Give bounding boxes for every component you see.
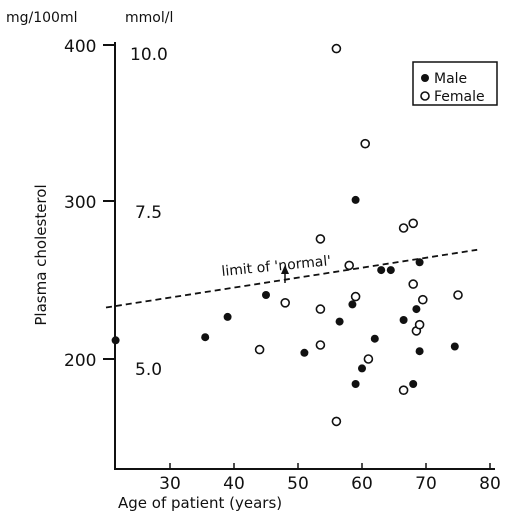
female-point-18	[417, 294, 428, 305]
male-point-12	[377, 266, 386, 275]
x-tick-30: 30	[159, 463, 181, 494]
male-point-11	[370, 334, 379, 343]
male-point-16	[412, 305, 421, 314]
y-units-left-label: mg/100ml	[6, 10, 78, 26]
female-point-5	[315, 340, 326, 350]
y-tick-label-mg-300: 300	[64, 193, 96, 213]
male-point-7	[348, 300, 357, 309]
female-point-12	[398, 223, 409, 233]
female-point-11	[363, 354, 374, 364]
x-tick-70: 70	[415, 463, 437, 494]
y-axis-title: Plasma cholesterol	[32, 184, 50, 325]
x-tick-60: 60	[351, 463, 373, 494]
female-point-7	[331, 416, 342, 427]
x-tick-label-60: 60	[351, 474, 373, 494]
x-tick-80: 80	[479, 463, 501, 494]
male-point-18	[415, 347, 424, 356]
x-tick-label-70: 70	[415, 474, 437, 494]
male-point-19	[450, 342, 459, 351]
x-tick-50: 50	[287, 463, 309, 494]
y-tick-mg-400: 400	[64, 37, 115, 57]
female-point-8	[344, 260, 355, 271]
legend-female-marker	[420, 91, 430, 101]
male-point-4	[262, 291, 270, 299]
y-tick-label-mg-400: 400	[64, 37, 96, 57]
limit-of-normal-label: limit of 'normal'	[221, 253, 332, 280]
female-point-3	[315, 234, 326, 244]
legend-female-label: Female	[434, 89, 485, 105]
limit-of-normal-line	[105, 248, 478, 309]
y-tick-label-mg-200: 200	[64, 351, 96, 371]
y-units-right-label: mmol/l	[125, 10, 173, 26]
x-tick-label-80: 80	[479, 474, 501, 494]
male-point-10	[358, 364, 366, 373]
female-point-4	[315, 304, 326, 314]
x-tick-label-30: 30	[159, 474, 181, 494]
legend-male-marker	[421, 74, 429, 82]
female-point-6	[331, 43, 342, 54]
y-tick-mg-300: 300	[64, 193, 115, 213]
female-point-17	[414, 319, 425, 330]
male-point-2	[201, 333, 210, 342]
male-point-3	[223, 312, 232, 321]
x-tick-label-40: 40	[223, 474, 245, 494]
x-tick-label-50: 50	[287, 474, 309, 494]
y-tick-mg-200: 200	[64, 351, 115, 371]
x-tick-40: 40	[223, 463, 245, 494]
male-point-17	[415, 258, 424, 267]
y-tick-label-mmol-10: 10.0	[130, 45, 168, 65]
x-axis-title: Age of patient (years)	[118, 494, 282, 512]
legend-male-label: Male	[434, 71, 467, 87]
y-tick-label-mmol-5: 5.0	[135, 360, 162, 380]
data-points	[111, 43, 463, 427]
female-point-2	[280, 297, 291, 308]
legend-box	[412, 61, 498, 106]
male-point-8	[351, 195, 360, 204]
male-point-15	[409, 380, 418, 388]
female-point-15	[408, 279, 419, 289]
limit-arrow-icon	[281, 265, 289, 274]
female-point-1	[254, 344, 265, 355]
female-point-10	[360, 138, 371, 149]
male-point-1	[111, 336, 120, 345]
male-point-13	[386, 266, 395, 275]
female-point-9	[350, 291, 361, 302]
male-point-5	[300, 348, 309, 357]
female-point-13	[398, 385, 409, 396]
male-point-9	[351, 380, 360, 388]
female-point-14	[408, 218, 419, 229]
legend: Male Female	[412, 61, 498, 106]
male-point-6	[335, 317, 344, 326]
female-point-19	[453, 290, 463, 300]
y-tick-label-mmol-7-5: 7.5	[135, 203, 162, 223]
male-point-14	[399, 316, 408, 324]
